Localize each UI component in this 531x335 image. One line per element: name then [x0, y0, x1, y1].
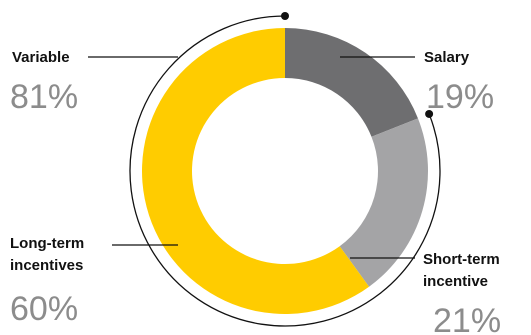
short-term-label-line1: Short-term: [423, 251, 500, 268]
variable-percent: 81%: [10, 78, 78, 116]
slice-salary: [285, 28, 418, 137]
slice-long-term-incentives: [141, 28, 370, 315]
salary-label: Salary: [424, 49, 470, 66]
slice-short-term-incentive: [339, 118, 428, 287]
long-term-percent: 60%: [10, 290, 78, 328]
bracket-dot-start: [425, 109, 434, 118]
variable-group-bracket: [129, 15, 441, 327]
short-term-label-line2: incentive: [423, 273, 488, 290]
salary-percent: 19%: [426, 78, 494, 116]
donut-slices: [141, 28, 428, 315]
short-term-percent: 21%: [433, 302, 501, 335]
bracket-dot-end: [281, 12, 289, 20]
long-term-label-line2: incentives: [10, 257, 83, 274]
variable-label: Variable: [12, 49, 70, 66]
long-term-label-line1: Long-term: [10, 235, 84, 252]
